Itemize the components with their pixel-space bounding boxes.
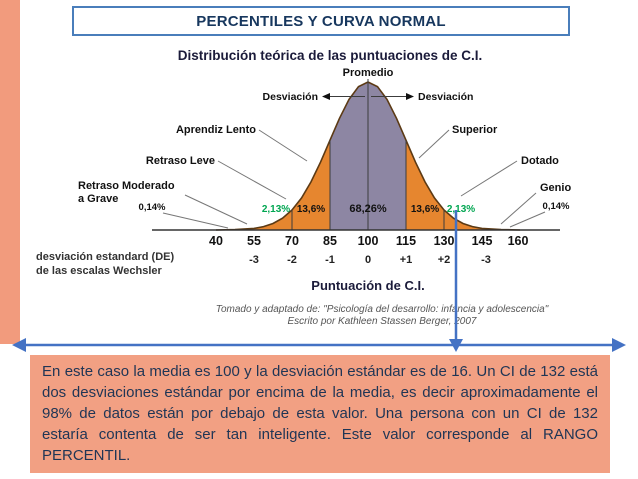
promedio-label: Promedio bbox=[343, 67, 394, 79]
aprendiz-pointer-line bbox=[258, 129, 308, 162]
label-retraso-moderado-line1: Retraso Moderado bbox=[78, 180, 175, 192]
iq-tick: 130 bbox=[434, 234, 455, 248]
retraso-leve-pointer-line bbox=[217, 160, 287, 200]
sd-tick: 0 bbox=[365, 254, 371, 266]
horizontal-arrowhead-left-icon bbox=[12, 338, 26, 352]
pct-left-1sd: 13,6% bbox=[297, 204, 325, 215]
label-superior: Superior bbox=[452, 124, 498, 136]
label-retraso-leve: Retraso Leve bbox=[146, 155, 215, 167]
sd-tick: -2 bbox=[287, 254, 297, 266]
pct-left-tail-pointer bbox=[162, 212, 229, 229]
sd-axis-label-line1: desviación estandard (DE) bbox=[36, 251, 174, 263]
superior-pointer-line bbox=[418, 129, 450, 159]
caption-text: En este caso la media es 100 y la desvia… bbox=[42, 363, 598, 464]
normal-curve-diagram: Distribución teórica de las puntuaciones… bbox=[12, 48, 626, 352]
sd-tick: +1 bbox=[400, 254, 413, 266]
pct-right-tail-pointer bbox=[509, 211, 546, 228]
sd-tick: -3 bbox=[481, 254, 491, 266]
desviacion-left-label: Desviación bbox=[263, 91, 318, 103]
attribution-line1: Tomado y adaptado de: "Psicología del de… bbox=[216, 304, 549, 315]
dotado-pointer-line bbox=[460, 160, 518, 197]
genio-pointer-line bbox=[500, 192, 537, 225]
label-aprendiz-lento: Aprendiz Lento bbox=[176, 124, 256, 136]
iq-tick: 55 bbox=[247, 234, 261, 248]
diagram-title: Distribución teórica de las puntuaciones… bbox=[178, 48, 483, 63]
iq-tick: 145 bbox=[472, 234, 493, 248]
sd-axis-label-line2: de las escalas Wechsler bbox=[36, 265, 162, 277]
iq-tick: 85 bbox=[323, 234, 337, 248]
pct-right-1sd: 13,6% bbox=[411, 204, 439, 215]
sd-tick: -3 bbox=[249, 254, 259, 266]
pct-right-2sd: 2,13% bbox=[447, 204, 475, 215]
sd-tick: -1 bbox=[325, 254, 335, 266]
iq-tick: 115 bbox=[396, 234, 416, 248]
label-genio: Genio bbox=[540, 182, 571, 194]
desviacion-right-label: Desviación bbox=[418, 91, 473, 103]
retraso-moderado-pointer-line bbox=[184, 194, 248, 225]
pct-right-tail: 0,14% bbox=[543, 201, 570, 212]
iq-tick: 160 bbox=[508, 234, 529, 248]
iq-tick: 100 bbox=[358, 234, 379, 248]
pct-center: 68,26% bbox=[349, 203, 387, 215]
pct-left-2sd: 2,13% bbox=[262, 204, 290, 215]
slide-title-box: PERCENTILES Y CURVA NORMAL bbox=[72, 6, 570, 36]
iq-tick: 40 bbox=[209, 234, 223, 248]
desviacion-left-arrowhead-icon bbox=[322, 93, 330, 100]
label-dotado: Dotado bbox=[521, 155, 559, 167]
slide-title: PERCENTILES Y CURVA NORMAL bbox=[196, 12, 446, 30]
horizontal-arrowhead-right-icon bbox=[612, 338, 626, 352]
desviacion-right-arrowhead-icon bbox=[406, 93, 414, 100]
attribution-line2: Escrito por Kathleen Stassen Berger, 200… bbox=[287, 316, 476, 327]
iq-tick: 70 bbox=[285, 234, 299, 248]
left-accent-bar bbox=[0, 0, 20, 344]
sd-tick: +2 bbox=[438, 254, 451, 266]
label-retraso-moderado-line2: a Grave bbox=[78, 193, 118, 205]
caption-box: En este caso la media es 100 y la desvia… bbox=[30, 355, 610, 473]
axis-title: Puntuación de C.I. bbox=[311, 278, 424, 293]
pct-left-tail: 0,14% bbox=[139, 202, 166, 213]
